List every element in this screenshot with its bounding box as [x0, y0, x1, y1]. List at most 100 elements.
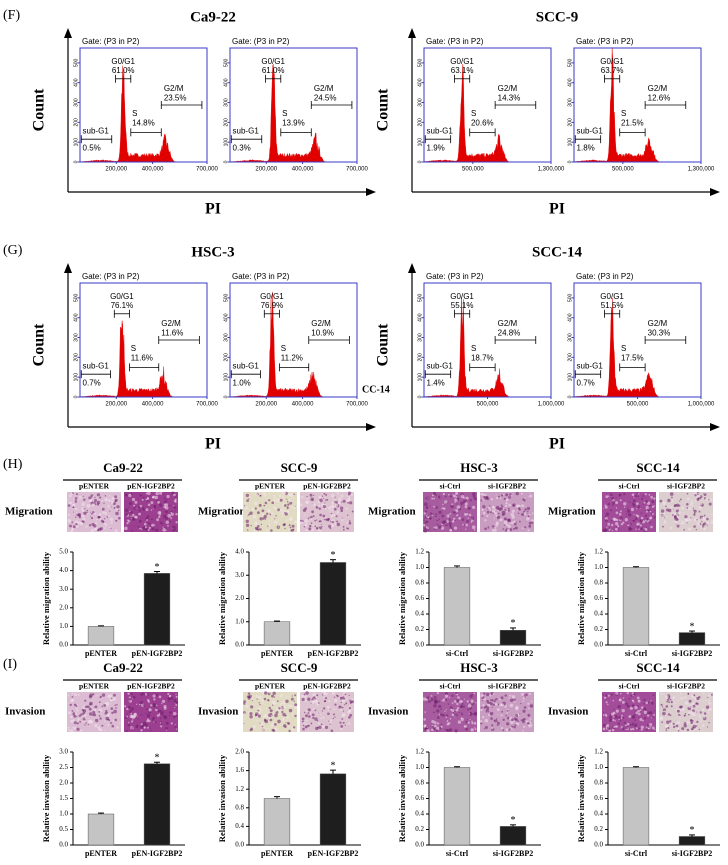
micrograph-cell [261, 509, 265, 513]
micrograph-cell [432, 491, 437, 496]
micrograph-cell [272, 506, 275, 508]
micrograph-cell [99, 517, 102, 520]
micrograph-cell [254, 526, 258, 531]
micrograph-cell [74, 500, 78, 503]
micrograph-cell [273, 506, 277, 510]
micrograph-cell [266, 529, 269, 532]
micrograph-cell [703, 527, 707, 531]
micrograph-cell [95, 712, 97, 715]
micrograph-cell [125, 494, 128, 497]
micrograph-cell [675, 727, 678, 730]
micrograph-cell [82, 706, 86, 709]
panel-label: (G) [3, 243, 23, 258]
micrograph-cell [449, 529, 452, 532]
micrograph-cell [69, 520, 72, 523]
micrograph-cell [170, 511, 173, 514]
micrograph-cell [78, 499, 80, 501]
micrograph-cell [495, 698, 498, 701]
micrograph-cell [500, 714, 503, 717]
micrograph-cell [456, 707, 460, 710]
x-axis-label: PI [549, 201, 565, 218]
micrograph-cell [94, 723, 98, 728]
micrograph-cell [526, 513, 528, 515]
micrograph-cell [301, 495, 304, 499]
micrograph-cell [115, 519, 118, 522]
micrograph-cell [73, 511, 74, 513]
micrograph-cell [485, 710, 488, 713]
phase-name: G0/G1 [111, 57, 135, 66]
micrograph-cell [278, 717, 280, 720]
micrograph-cell [685, 701, 689, 705]
micrograph-cell [331, 502, 334, 505]
micrograph-cell [667, 698, 670, 701]
y-axis-label: Count [31, 323, 48, 366]
micrograph-cell [70, 529, 74, 533]
micrograph-cell [112, 697, 116, 701]
micrograph-cell [132, 513, 135, 517]
micrograph-cell [138, 509, 141, 512]
micrograph-cell [110, 721, 112, 724]
micrograph-cell [434, 515, 437, 518]
image-header: pENTER [255, 682, 286, 691]
micrograph-cell [638, 528, 640, 530]
micrograph-cell [678, 519, 681, 522]
micrograph-cell [106, 494, 108, 496]
micrograph-cell [433, 497, 436, 500]
micrograph-cell [521, 504, 524, 508]
micrograph-cell [623, 721, 626, 724]
micrograph-cell [696, 725, 698, 727]
micrograph-cell [76, 709, 79, 712]
micrograph-cell [159, 511, 162, 514]
micrograph-cell [660, 716, 663, 720]
micrograph-cell [339, 705, 341, 707]
bar [622, 767, 650, 846]
micrograph-cell [433, 505, 435, 508]
micrograph-cell [260, 722, 264, 726]
micrograph-cell [473, 692, 476, 695]
micrograph-cell [698, 495, 701, 498]
micrograph-cell [70, 699, 73, 703]
micrograph-cell [702, 701, 703, 703]
micrograph-cell [287, 500, 289, 503]
micrograph-cell [323, 498, 324, 499]
micrograph-cell [677, 730, 680, 732]
phase-percent: 76.9% [261, 301, 284, 310]
micrograph-cell [255, 694, 259, 699]
micrograph-cell [288, 493, 292, 497]
micrograph-cell [708, 694, 711, 697]
micrograph-cell [677, 699, 679, 702]
micrograph-cell [287, 710, 289, 712]
micrograph-cell [693, 694, 696, 697]
micrograph-cell [487, 711, 490, 713]
plot-frame [573, 47, 702, 163]
micrograph-cell [705, 497, 709, 501]
micrograph-cell [689, 504, 692, 507]
micrograph-cell [287, 722, 289, 724]
micrograph-cell [320, 524, 322, 525]
micrograph-cell [340, 509, 344, 512]
micrograph-cell [611, 496, 614, 500]
micrograph-cell [248, 498, 250, 500]
micrograph-cell [272, 729, 276, 732]
micrograph-cell [528, 524, 532, 528]
micrograph-cell [311, 528, 314, 531]
micrograph-cell [646, 725, 650, 728]
micrograph-cell [94, 496, 96, 498]
micrograph-cell [521, 693, 524, 696]
phase-name: S [471, 109, 476, 118]
y-tick-label: 300 [567, 333, 573, 342]
micrograph-cell [76, 727, 80, 731]
micrograph-cell [515, 504, 520, 508]
micrograph-cell [454, 498, 458, 502]
micrograph-cell [509, 703, 514, 708]
micrograph-cell [158, 695, 162, 699]
plot-frame [423, 47, 552, 163]
y-tick-label: 200 [223, 118, 229, 127]
micrograph-cell [110, 506, 112, 508]
micrograph-cell [697, 497, 700, 500]
micrograph-cell [699, 711, 702, 714]
micrograph-cell [472, 505, 476, 509]
bar [499, 826, 527, 846]
gate-label: Gate: (P3 in P2) [232, 272, 290, 281]
micrograph-cell [659, 499, 663, 503]
